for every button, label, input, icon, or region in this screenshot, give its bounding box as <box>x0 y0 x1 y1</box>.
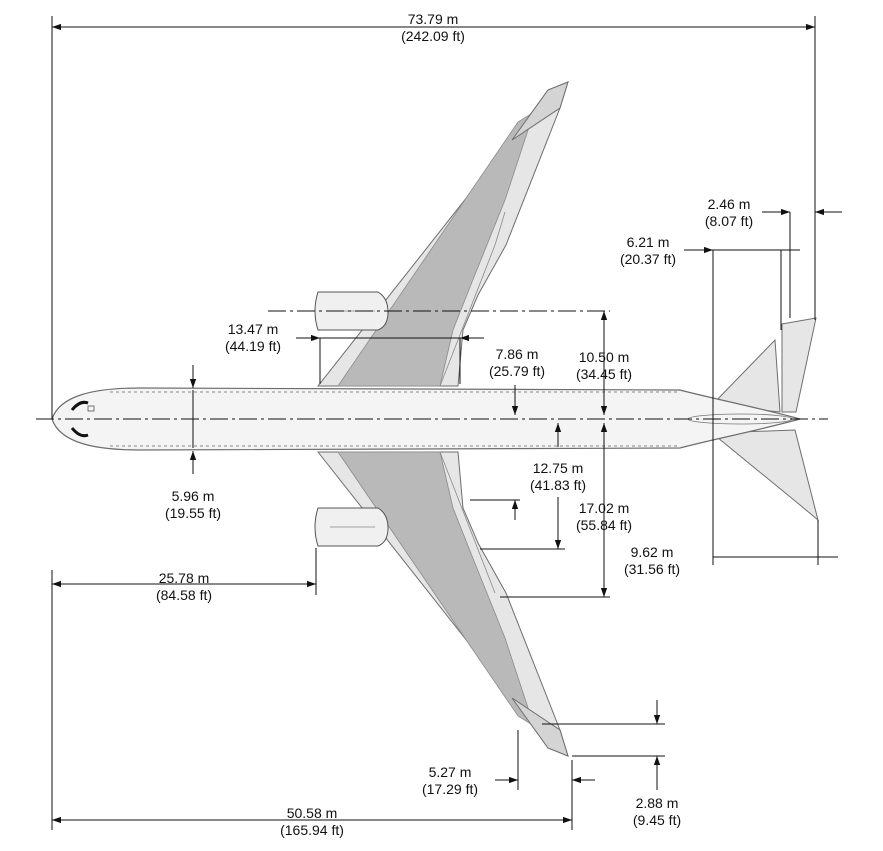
lower-wing <box>316 451 569 757</box>
root-span-b-m: 12.75 m <box>532 460 584 476</box>
wingtip-height-m: 2.88 m <box>635 795 679 811</box>
stab-half-span-ft: (31.56 ft) <box>623 561 681 577</box>
nose-to-engine-m: 25.78 m <box>158 570 210 586</box>
engine-span-ft: (34.45 ft) <box>575 366 633 382</box>
upper-wing <box>316 81 569 387</box>
wingtip-height-ft: (9.45 ft) <box>632 812 682 828</box>
nose-to-engine-label: 25.78 m (84.58 ft) <box>156 570 212 604</box>
overall-length-label: 73.79 m (242.09 ft) <box>401 11 465 45</box>
nose-to-wingtip-ft: (165.94 ft) <box>280 822 344 838</box>
upper-engine <box>314 291 389 331</box>
winglet-tip-label: 2.46 m (8.07 ft) <box>705 196 753 230</box>
nose-to-engine-ft: (84.58 ft) <box>155 587 213 603</box>
tail-offset-label: 6.21 m (20.37 ft) <box>620 234 676 268</box>
overall-length-ft: (242.09 ft) <box>401 28 465 44</box>
wingtip-chord-m: 5.27 m <box>428 764 472 780</box>
fuselage-width-label: 5.96 m (19.55 ft) <box>165 488 221 522</box>
dimension-lines <box>51 16 842 830</box>
wingtip-chord-label: 5.27 m (17.29 ft) <box>422 764 478 798</box>
overall-length-m: 73.79 m <box>407 11 459 27</box>
nose-to-wingtip-m: 50.58 m <box>286 805 338 821</box>
root-span-a-label: 7.86 m (25.79 ft) <box>489 346 545 380</box>
flap-span-ft: (55.84 ft) <box>575 517 633 533</box>
wing-root-chord-ft: (44.19 ft) <box>224 338 282 354</box>
fuselage-width-m: 5.96 m <box>171 488 215 504</box>
engine-span-m: 10.50 m <box>578 349 630 365</box>
wingtip-chord-ft: (17.29 ft) <box>421 781 479 797</box>
stab-half-span-m: 9.62 m <box>630 544 674 560</box>
wing-root-chord-m: 13.47 m <box>227 321 279 337</box>
stab-half-span-label: 9.62 m (31.56 ft) <box>624 544 680 578</box>
horizontal-stabilizer <box>710 317 819 522</box>
nose-to-wingtip-label: 50.58 m (165.94 ft) <box>280 805 344 839</box>
root-span-a-ft: (25.79 ft) <box>488 363 546 379</box>
tail-offset-ft: (20.37 ft) <box>619 251 677 267</box>
wing-root-chord-label: 13.47 m (44.19 ft) <box>225 321 281 355</box>
root-span-a-m: 7.86 m <box>495 346 539 362</box>
root-span-b-ft: (41.83 ft) <box>529 477 587 493</box>
winglet-tip-m: 2.46 m <box>707 196 751 212</box>
flap-span-m: 17.02 m <box>578 500 630 516</box>
engine-span-label: 10.50 m (34.45 ft) <box>576 349 632 383</box>
winglet-tip-ft: (8.07 ft) <box>704 213 754 229</box>
flap-span-label: 17.02 m (55.84 ft) <box>576 500 632 534</box>
lower-engine <box>314 507 389 547</box>
root-span-b-label: 12.75 m (41.83 ft) <box>530 460 586 494</box>
fuselage-width-ft: (19.55 ft) <box>164 505 222 521</box>
wingtip-height-label: 2.88 m (9.45 ft) <box>633 795 681 829</box>
tail-offset-m: 6.21 m <box>626 234 670 250</box>
